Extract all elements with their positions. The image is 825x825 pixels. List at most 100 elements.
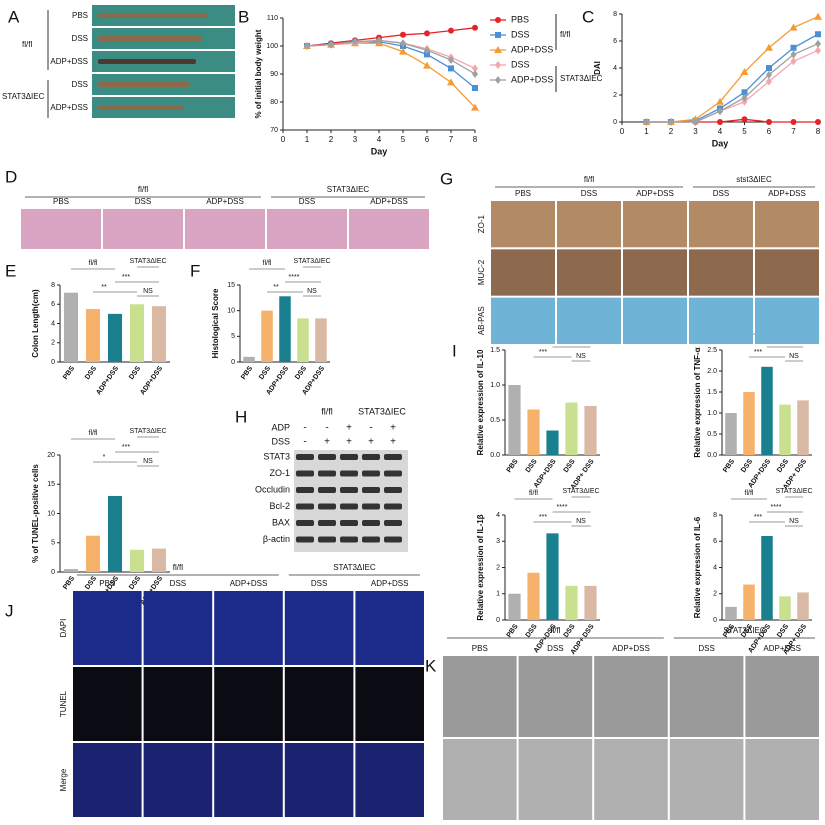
bar: [151, 306, 167, 362]
y-tick-label: 8: [713, 512, 717, 519]
bar: [527, 572, 540, 620]
image-tile: [443, 739, 517, 820]
bar: [315, 318, 327, 362]
image-tile: [755, 201, 819, 248]
column-label: PBS: [472, 644, 488, 653]
x-tick-label: DSS: [740, 458, 754, 474]
column-label: DSS: [135, 197, 151, 206]
image-tile: [185, 209, 265, 249]
band: [340, 454, 358, 460]
x-tick-label: 0: [281, 135, 286, 144]
bar: [63, 569, 79, 572]
y-tick-label: 0.0: [490, 452, 500, 459]
y-tick-label: 6: [713, 538, 717, 545]
y-tick-label: 2: [496, 564, 500, 571]
image-tile: [214, 743, 283, 817]
bar: [565, 402, 578, 455]
band: [318, 470, 336, 477]
marker: [815, 31, 821, 38]
bar: [584, 585, 597, 620]
bar: [565, 585, 578, 620]
x-tick-label: ADP+DSS: [95, 365, 120, 397]
legend-label: DSS: [511, 59, 530, 69]
column-label: PBS: [53, 197, 69, 206]
band: [318, 503, 336, 510]
image-tile: [143, 743, 213, 817]
y-tick-label: 8: [51, 282, 55, 289]
marker: [495, 32, 501, 38]
image-tile: [349, 209, 429, 249]
protein-label: Bcl-2: [269, 501, 290, 511]
marker: [376, 36, 382, 45]
band: [340, 520, 358, 526]
y-tick-label: 0: [713, 617, 717, 624]
treatment-mark: +: [324, 437, 330, 448]
image-tile: [669, 656, 744, 737]
x-tick-label: PBS: [506, 458, 520, 474]
annotation: ****: [771, 504, 782, 511]
y-tick-label: 0: [51, 569, 55, 576]
band: [318, 536, 336, 543]
bar: [107, 313, 123, 362]
y-tick-label: 10: [227, 308, 235, 315]
image-tile: [443, 656, 517, 737]
marker: [741, 93, 748, 102]
group-label: STAT3ΔIEC: [358, 406, 406, 416]
marker: [424, 51, 430, 58]
y-tick-label: 2.0: [707, 368, 717, 375]
image-tile: [594, 739, 668, 820]
protein-label: STAT3: [263, 451, 290, 461]
series-line: [306, 39, 476, 75]
bar: [546, 430, 559, 455]
band: [296, 470, 314, 477]
marker: [304, 42, 310, 50]
treatment-mark: +: [390, 423, 396, 434]
x-tick-label: 8: [473, 135, 478, 144]
bar: [85, 309, 101, 362]
column-label: PBS: [99, 579, 115, 588]
y-tick-label: 1: [496, 591, 500, 598]
column-label: DSS: [299, 197, 315, 206]
group-label: STAT3ΔIEC: [2, 92, 45, 101]
significance-lines: [514, 496, 591, 527]
y-tick-label: 0.5: [707, 431, 717, 438]
image-tile: [284, 667, 354, 741]
x-tick-label: 4: [377, 135, 382, 144]
bar: [279, 296, 291, 362]
image-tile: [267, 209, 347, 249]
y-tick-label: 5: [51, 540, 55, 547]
colon: [98, 59, 196, 64]
image-tile: [518, 656, 593, 737]
y-tick-label: 0: [231, 359, 235, 366]
marker: [471, 103, 479, 111]
band: [296, 536, 314, 543]
column-label: DSS: [698, 644, 714, 653]
x-tick-label: 7: [449, 135, 454, 144]
colon: [98, 13, 208, 18]
y-tick-label: 80: [270, 99, 278, 106]
x-tick-label: ADP+DSS: [139, 365, 164, 397]
band: [296, 487, 314, 493]
group-label: fl/fl: [321, 406, 333, 416]
bar: [725, 413, 737, 455]
band: [340, 536, 358, 543]
column-label: DSS: [170, 579, 186, 588]
x-axis-label: Day: [712, 138, 729, 148]
y-tick-label: 2: [51, 340, 55, 347]
bar: [63, 292, 79, 362]
marker: [400, 39, 406, 48]
column-label: PBS: [515, 189, 531, 198]
panel-letter: I: [452, 341, 457, 360]
column-label: ADP+DSS: [636, 189, 674, 198]
x-tick-label: DSS: [563, 458, 577, 474]
image-tile: [557, 297, 621, 344]
row-label: PBS: [72, 11, 88, 20]
image-tile: [689, 249, 753, 296]
band: [362, 536, 380, 543]
image-tile: [623, 297, 687, 344]
y-tick-label: 0: [496, 617, 500, 624]
x-tick-label: DSS: [776, 623, 790, 639]
group-label: fl/fl: [584, 175, 594, 184]
panel-letter: G: [440, 169, 453, 188]
x-tick-label: DSS: [776, 458, 790, 474]
